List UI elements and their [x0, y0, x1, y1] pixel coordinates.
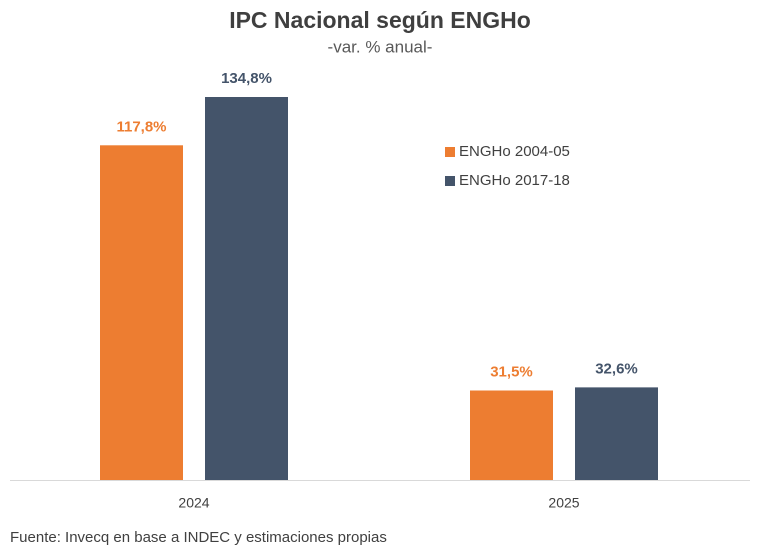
value-label: 134,8%: [221, 70, 272, 87]
legend-label: ENGHo 2017-18: [459, 172, 570, 189]
bar: [470, 390, 553, 480]
legend-swatch: [445, 147, 455, 157]
value-label: 32,6%: [595, 360, 638, 377]
x-tick-label: 2025: [548, 495, 579, 511]
chart-subtitle: -var. % anual-: [328, 37, 433, 56]
chart-title: IPC Nacional según ENGHo: [229, 7, 531, 33]
value-label: 117,8%: [116, 118, 166, 135]
bar: [575, 387, 658, 480]
legend-swatch: [445, 176, 455, 186]
value-label: 31,5%: [490, 363, 533, 380]
legend-label: ENGHo 2004-05: [459, 143, 570, 160]
bar: [205, 97, 288, 480]
source-note: Fuente: Invecq en base a INDEC y estimac…: [10, 529, 387, 546]
x-tick-label: 2024: [178, 495, 209, 511]
bar: [100, 145, 183, 480]
